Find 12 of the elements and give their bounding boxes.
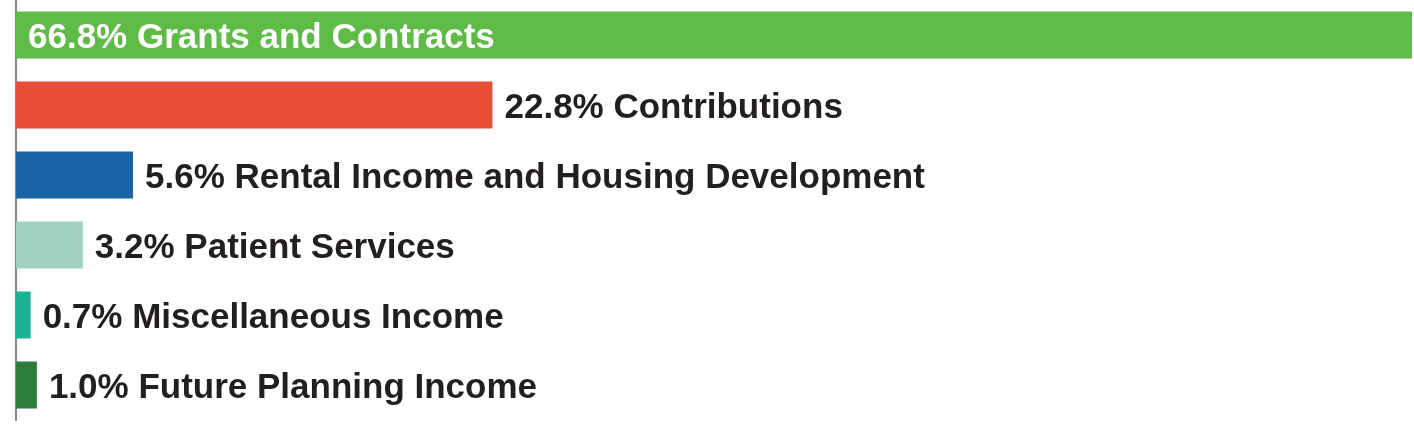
bar — [16, 361, 37, 409]
data-label: 1.0% Future Planning Income — [48, 365, 538, 405]
bar — [16, 11, 1412, 59]
bar — [16, 151, 134, 199]
bar — [16, 291, 31, 339]
data-label: 0.7% Miscellaneous Income — [42, 295, 504, 335]
data-label: 5.6% Rental Income and Housing Development — [145, 155, 926, 195]
bar — [16, 221, 83, 269]
bar — [16, 81, 493, 129]
data-label: 22.8% Contributions — [504, 85, 843, 125]
data-label: 3.2% Patient Services — [94, 225, 455, 265]
data-label: 66.8% Grants and Contracts — [28, 15, 495, 55]
